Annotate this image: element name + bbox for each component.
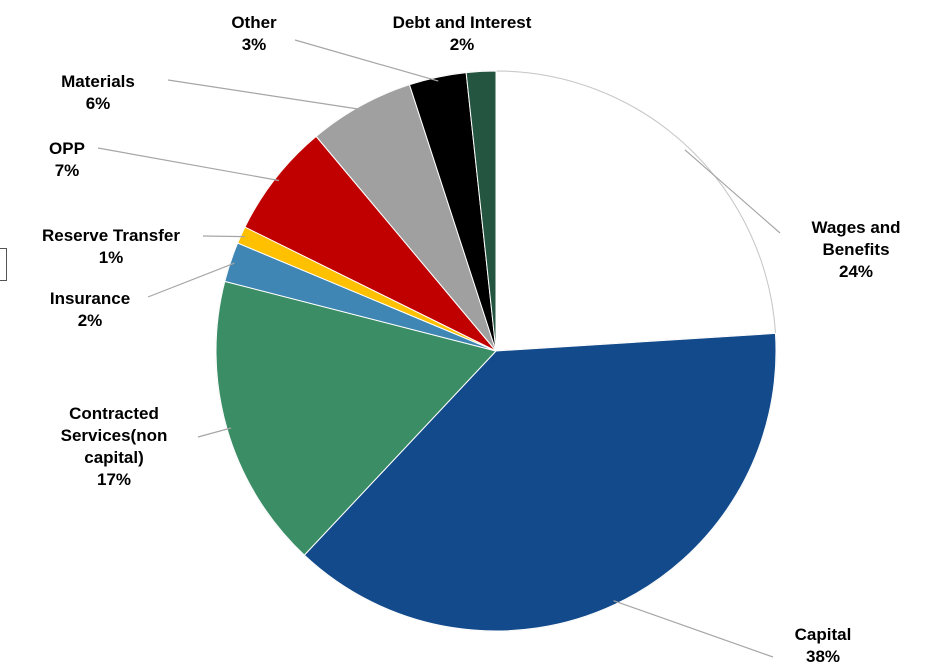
leader-line-contracted-services-non-capital bbox=[197, 427, 232, 438]
label-line-insurance: Insurance bbox=[50, 289, 130, 308]
label-line-opp: OPP bbox=[49, 139, 85, 158]
label-line-materials: Materials bbox=[61, 72, 135, 91]
leader-line-capital bbox=[613, 600, 774, 658]
label-line-contracted-services-non-capital: Services(non bbox=[61, 426, 168, 445]
label-percent-capital: 38% bbox=[806, 647, 840, 665]
data-label-opp: OPP 7% bbox=[49, 139, 85, 180]
edge-bracket-mark bbox=[0, 248, 7, 281]
leader-line-wages-and-benefits bbox=[684, 149, 781, 234]
leader-line-reserve-transfer bbox=[202, 235, 245, 238]
label-line-contracted-services-non-capital: Contracted bbox=[69, 404, 159, 423]
pie-slice-capital bbox=[303, 332, 777, 632]
data-label-reserve-transfer: Reserve Transfer 1% bbox=[42, 226, 180, 267]
leader-line-insurance bbox=[147, 262, 235, 298]
data-label-materials: Materials 6% bbox=[61, 72, 135, 113]
label-line-contracted-services-non-capital: capital) bbox=[84, 448, 144, 467]
label-line-capital: Capital bbox=[795, 625, 852, 644]
pie-slice-wages-and-benefits bbox=[495, 70, 776, 352]
label-percent-other: 3% bbox=[242, 35, 267, 54]
label-line-debt-and-interest: Debt and Interest bbox=[393, 13, 532, 32]
label-line-wages-and-benefits: Wages and bbox=[811, 218, 900, 237]
data-label-wages-and-benefits: Wages and Benefits 24% bbox=[811, 218, 900, 281]
pie-slice-debt-and-interest bbox=[465, 70, 497, 352]
label-line-wages-and-benefits: Benefits bbox=[822, 240, 889, 259]
label-percent-debt-and-interest: 2% bbox=[450, 35, 475, 54]
label-percent-contracted-services-non-capital: 17% bbox=[97, 470, 131, 489]
label-percent-materials: 6% bbox=[86, 94, 111, 113]
pie-slice-opp bbox=[244, 135, 497, 352]
data-label-capital: Capital 38% bbox=[795, 625, 852, 665]
data-label-insurance: Insurance 2% bbox=[50, 289, 130, 330]
leader-line-opp bbox=[97, 147, 280, 182]
data-label-contracted-services-non-capital: Contracted Services(non capital) 17% bbox=[61, 404, 168, 489]
label-percent-wages-and-benefits: 24% bbox=[839, 262, 873, 281]
label-line-other: Other bbox=[231, 13, 277, 32]
leader-line-other bbox=[294, 39, 439, 82]
leader-line-materials bbox=[167, 79, 363, 111]
label-line-reserve-transfer: Reserve Transfer bbox=[42, 226, 180, 245]
data-label-debt-and-interest: Debt and Interest 2% bbox=[393, 13, 532, 54]
label-percent-reserve-transfer: 1% bbox=[99, 248, 124, 267]
data-label-other: Other 3% bbox=[231, 13, 277, 54]
label-percent-opp: 7% bbox=[55, 161, 80, 180]
label-percent-insurance: 2% bbox=[78, 311, 103, 330]
